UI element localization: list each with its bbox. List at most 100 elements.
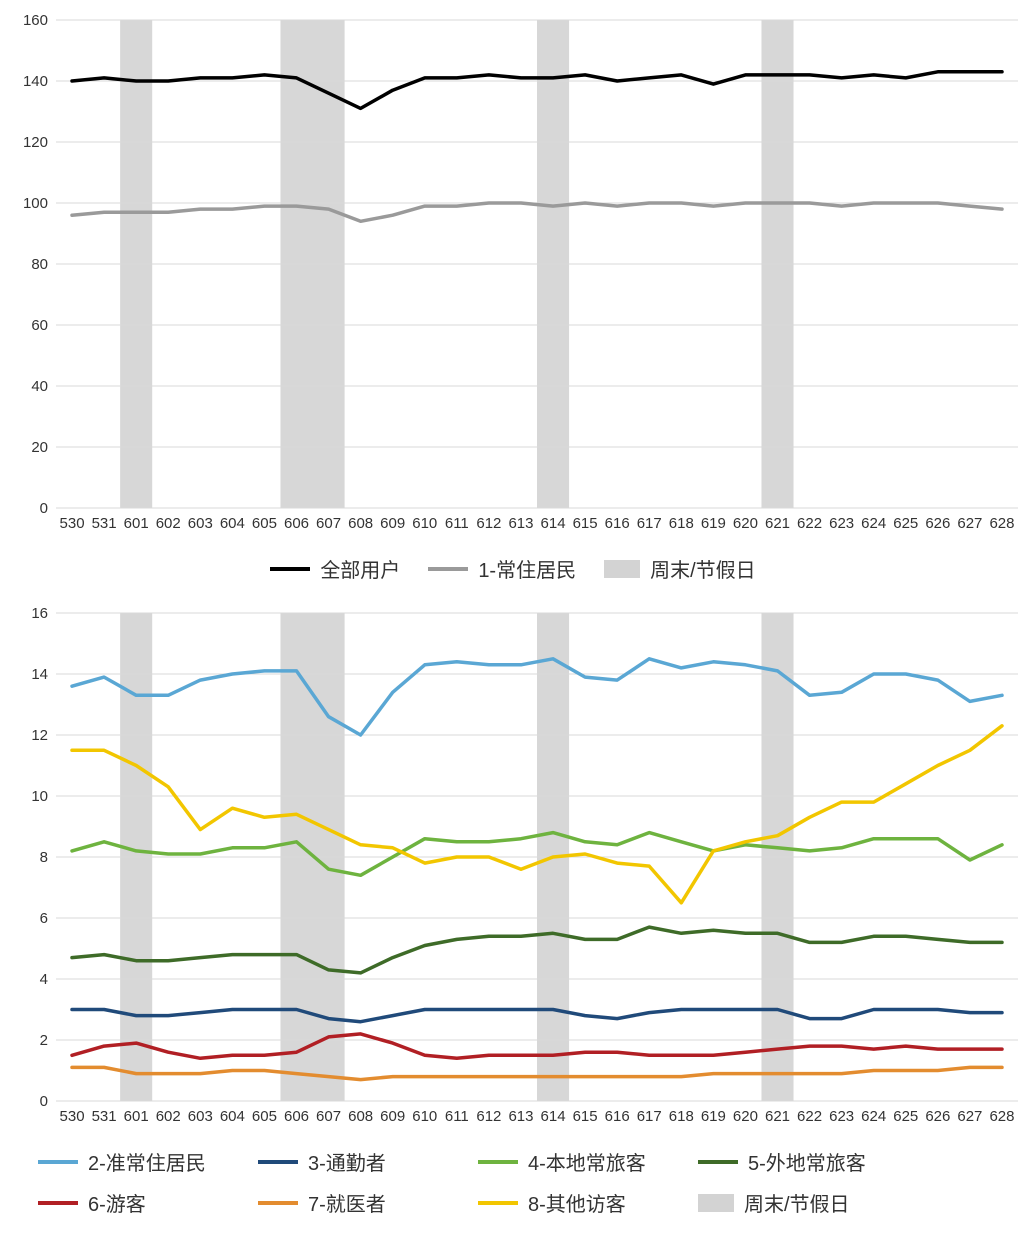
- x-tick-label: 621: [765, 1108, 790, 1125]
- y-tick-label: 14: [31, 666, 48, 683]
- y-tick-label: 16: [31, 605, 48, 622]
- x-tick-label: 616: [605, 515, 630, 532]
- x-tick-label: 617: [637, 1108, 662, 1125]
- x-tick-label: 626: [925, 1108, 950, 1125]
- x-tick-label: 623: [829, 515, 854, 532]
- bottom-chart: 0246810121416530531601602603604605606607…: [8, 603, 1018, 1133]
- x-tick-label: 618: [669, 1108, 694, 1125]
- x-tick-label: 604: [220, 1108, 245, 1125]
- legend-item-nonlocal_freq: 5-外地常旅客: [698, 1147, 918, 1176]
- x-tick-label: 601: [124, 515, 149, 532]
- x-tick-label: 625: [893, 1108, 918, 1125]
- x-tick-label: 610: [412, 1108, 437, 1125]
- legend-label: 2-准常住居民: [88, 1147, 206, 1176]
- y-tick-label: 0: [40, 1093, 48, 1110]
- x-tick-label: 605: [252, 515, 277, 532]
- x-tick-label: 611: [445, 515, 469, 532]
- legend-swatch: [270, 567, 310, 571]
- x-tick-label: 609: [380, 1108, 405, 1125]
- x-tick-label: 612: [476, 1108, 501, 1125]
- legend-item-tourist: 6-游客: [38, 1188, 258, 1217]
- x-tick-label: 621: [765, 515, 790, 532]
- x-tick-label: 611: [445, 1108, 469, 1125]
- legend-swatch: [478, 1201, 518, 1205]
- legend-label: 7-就医者: [308, 1188, 386, 1217]
- y-tick-label: 4: [40, 971, 48, 988]
- legend-item-commuter: 3-通勤者: [258, 1147, 478, 1176]
- y-tick-label: 6: [40, 910, 48, 927]
- x-tick-label: 613: [508, 1108, 533, 1125]
- x-tick-label: 628: [989, 515, 1014, 532]
- legend-label: 5-外地常旅客: [748, 1147, 866, 1176]
- y-tick-label: 80: [31, 256, 48, 273]
- legend-label: 3-通勤者: [308, 1147, 386, 1176]
- x-tick-label: 616: [605, 1108, 630, 1125]
- x-tick-label: 530: [60, 1108, 85, 1125]
- y-tick-label: 8: [40, 849, 48, 866]
- legend-item-weekend-band: 周末/节假日: [604, 554, 756, 583]
- x-tick-label: 602: [156, 1108, 181, 1125]
- y-tick-label: 10: [31, 788, 48, 805]
- x-tick-label: 614: [541, 1108, 566, 1125]
- x-tick-label: 605: [252, 1108, 277, 1125]
- legend-swatch: [38, 1201, 78, 1205]
- x-tick-label: 613: [508, 515, 533, 532]
- x-tick-label: 615: [573, 1108, 598, 1125]
- x-tick-label: 612: [476, 515, 501, 532]
- x-tick-label: 626: [925, 515, 950, 532]
- x-tick-label: 603: [188, 515, 213, 532]
- legend-item-medical: 7-就医者: [258, 1188, 478, 1217]
- legend-item-all_users: 全部用户: [270, 554, 400, 583]
- legend-swatch: [38, 1160, 78, 1164]
- legend-swatch: [258, 1201, 298, 1205]
- legend-label: 1-常住居民: [478, 554, 576, 583]
- y-tick-label: 60: [31, 317, 48, 334]
- top-chart-container: 0204060801001201401605305316016026036046…: [8, 10, 1018, 589]
- x-tick-label: 624: [861, 515, 886, 532]
- legend-item-weekend-band: 周末/节假日: [698, 1188, 918, 1217]
- legend-swatch: [478, 1160, 518, 1164]
- x-tick-label: 609: [380, 515, 405, 532]
- legend-swatch: [428, 567, 468, 571]
- y-tick-label: 140: [23, 73, 48, 90]
- y-tick-label: 160: [23, 12, 48, 29]
- x-tick-label: 606: [284, 1108, 309, 1125]
- y-tick-label: 20: [31, 439, 48, 456]
- x-tick-label: 614: [541, 515, 566, 532]
- x-tick-label: 628: [989, 1108, 1014, 1125]
- legend-swatch: [258, 1160, 298, 1164]
- x-tick-label: 617: [637, 515, 662, 532]
- legend-label: 全部用户: [320, 554, 400, 583]
- legend-label: 6-游客: [88, 1188, 146, 1217]
- legend-item-perm_residents: 1-常住居民: [428, 554, 576, 583]
- x-tick-label: 618: [669, 515, 694, 532]
- x-tick-label: 608: [348, 1108, 373, 1125]
- x-tick-label: 531: [92, 515, 117, 532]
- y-tick-label: 12: [31, 727, 48, 744]
- x-tick-label: 608: [348, 515, 373, 532]
- legend-label: 8-其他访客: [528, 1188, 626, 1217]
- x-tick-label: 603: [188, 1108, 213, 1125]
- x-tick-label: 607: [316, 515, 341, 532]
- legend-swatch: [698, 1194, 734, 1212]
- x-tick-label: 624: [861, 1108, 886, 1125]
- legend-label: 4-本地常旅客: [528, 1147, 646, 1176]
- y-tick-label: 100: [23, 195, 48, 212]
- y-tick-label: 120: [23, 134, 48, 151]
- chart-page: 0204060801001201401605305316016026036046…: [0, 0, 1026, 1243]
- top-chart: 0204060801001201401605305316016026036046…: [8, 10, 1018, 540]
- x-tick-label: 602: [156, 515, 181, 532]
- x-tick-label: 620: [733, 515, 758, 532]
- bottom-chart-legend: 2-准常住居民 3-通勤者 4-本地常旅客 5-外地常旅客 6-游客 7-就医者 8-其他访…: [8, 1141, 1018, 1223]
- legend-label: 周末/节假日: [744, 1188, 850, 1217]
- x-tick-label: 623: [829, 1108, 854, 1125]
- legend-item-other: 8-其他访客: [478, 1188, 698, 1217]
- y-tick-label: 0: [40, 500, 48, 517]
- x-tick-label: 619: [701, 515, 726, 532]
- legend-item-local_freq: 4-本地常旅客: [478, 1147, 698, 1176]
- legend-item-quasi_perm: 2-准常住居民: [38, 1147, 258, 1176]
- x-tick-label: 606: [284, 515, 309, 532]
- x-tick-label: 627: [957, 1108, 982, 1125]
- x-tick-label: 627: [957, 515, 982, 532]
- legend-swatch: [604, 560, 640, 578]
